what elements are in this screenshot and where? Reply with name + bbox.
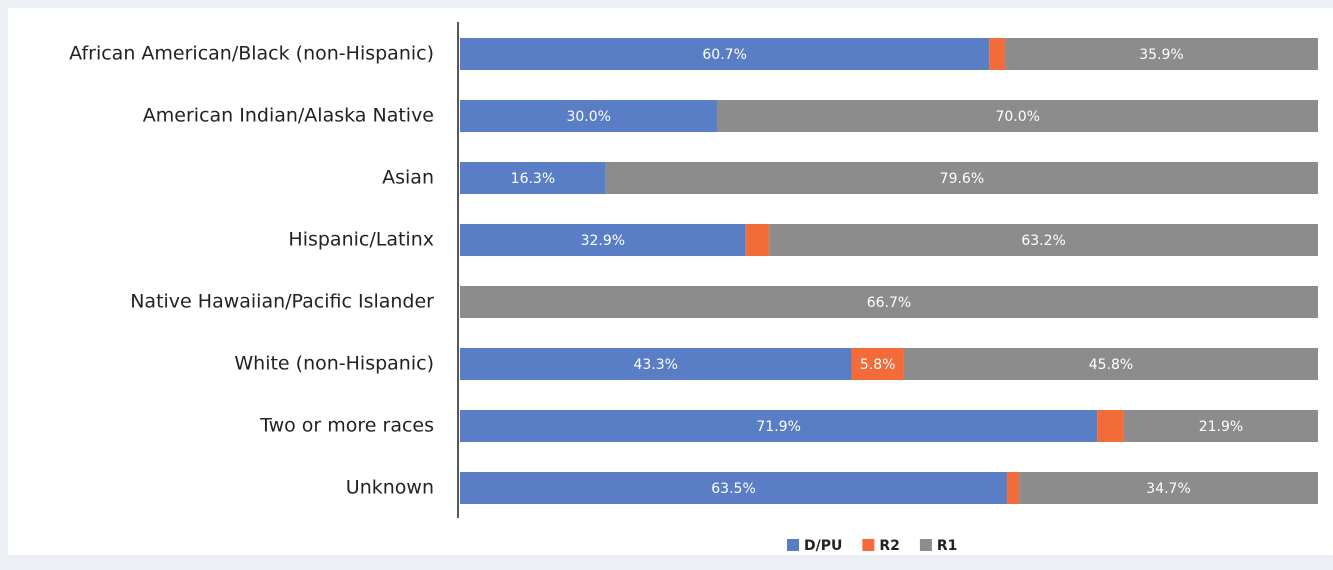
bar-segment <box>1123 410 1318 442</box>
bar-segment <box>1019 472 1318 504</box>
data-label: 43.3% <box>633 357 677 373</box>
category-label: African American/Black (non-Hispanic) <box>69 43 434 65</box>
data-label: 21.9% <box>1199 419 1243 435</box>
bar-segment <box>460 286 1318 318</box>
bar-segment <box>460 100 718 132</box>
data-label: 60.7% <box>702 47 746 63</box>
bar-segment <box>1004 38 1318 70</box>
category-label: Unknown <box>346 477 434 499</box>
bar-segment <box>460 348 852 380</box>
bar-segment <box>717 100 1318 132</box>
data-label: 66.7% <box>867 295 911 311</box>
data-label: 79.6% <box>940 171 984 187</box>
data-label: 5.8% <box>860 357 896 373</box>
plot-background <box>8 8 1333 555</box>
category-label: Hispanic/Latinx <box>288 229 434 251</box>
legend-swatch <box>787 539 799 551</box>
bar-segment <box>460 162 606 194</box>
category-label: American Indian/Alaska Native <box>143 105 434 127</box>
bar-segment <box>769 224 1318 256</box>
bar-segment <box>460 472 1008 504</box>
bar-segment <box>1097 410 1124 442</box>
data-label: 16.3% <box>511 171 555 187</box>
category-label: Native Hawaiian/Pacific Islander <box>130 291 434 313</box>
bar-segment <box>1007 472 1020 504</box>
category-label: White (non-Hispanic) <box>234 353 434 375</box>
bar-segment <box>605 162 1318 194</box>
data-label: 70.0% <box>995 109 1039 125</box>
data-label: 71.9% <box>756 419 800 435</box>
data-label: 32.9% <box>581 233 625 249</box>
data-label: 63.2% <box>1021 233 1065 249</box>
data-label: 30.0% <box>566 109 610 125</box>
bar-segment <box>460 410 1098 442</box>
data-label: 34.7% <box>1146 481 1190 497</box>
bar-segment <box>851 348 904 380</box>
data-label: 35.9% <box>1139 47 1183 63</box>
data-label: 63.5% <box>711 481 755 497</box>
bar-segment <box>460 224 746 256</box>
bar-segment <box>989 38 1005 70</box>
legend-swatch <box>862 539 875 551</box>
bar-segment <box>903 348 1318 380</box>
category-label: Asian <box>382 167 434 189</box>
legend-label: R1 <box>937 538 958 554</box>
data-label: 45.8% <box>1089 357 1133 373</box>
bar-segment <box>460 38 990 70</box>
legend-label: R2 <box>879 538 900 554</box>
legend-label: D/PU <box>804 538 842 554</box>
category-label: Two or more races <box>259 415 434 437</box>
bar-segment <box>745 224 770 256</box>
legend-swatch <box>919 539 932 551</box>
